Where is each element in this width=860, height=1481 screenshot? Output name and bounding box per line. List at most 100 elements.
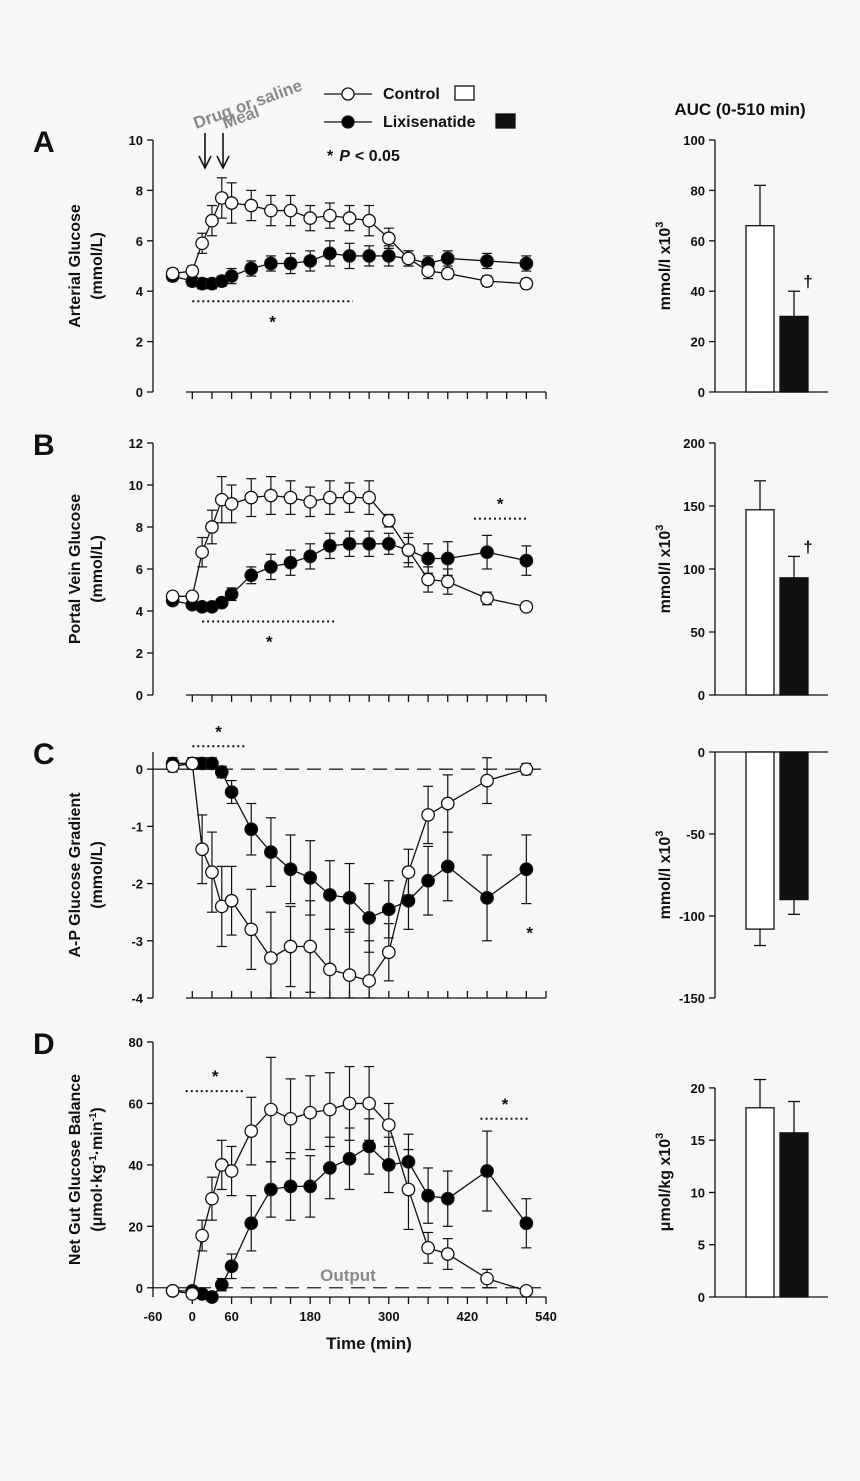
unit-part: ) [89, 1107, 106, 1112]
data-point [283, 939, 298, 954]
data-point [283, 256, 298, 271]
significance-star: * [215, 722, 222, 741]
auc-bar-lixisenatide [779, 315, 809, 393]
data-point [322, 539, 337, 553]
data-point [303, 939, 318, 954]
data-point [342, 891, 357, 905]
unit-part: ·min [89, 1121, 106, 1155]
data-point [421, 1188, 435, 1203]
auc-unit-exponent: 3 [654, 525, 666, 531]
y-tick-label: 4 [136, 284, 144, 299]
y-axis-title-unit: (μmol·kg [89, 1164, 106, 1232]
data-point [264, 951, 278, 965]
data-point [165, 589, 180, 604]
data-point [224, 269, 239, 283]
data-point [480, 773, 494, 788]
data-point [440, 251, 455, 266]
auc-y-tick-label: 20 [691, 335, 705, 350]
data-point [224, 1259, 239, 1274]
data-point [440, 574, 455, 589]
data-point [214, 595, 229, 610]
data-point [480, 254, 494, 268]
y-tick-label: 0 [136, 688, 143, 703]
drug-arrow-icon [198, 133, 212, 170]
auc-unit-exponent: 3 [654, 1133, 666, 1139]
data-point [440, 859, 455, 874]
data-point [322, 888, 337, 902]
data-point [283, 490, 298, 505]
panel-label: C [33, 738, 55, 771]
series-control [165, 1056, 534, 1301]
y-tick-label: -1 [131, 819, 143, 834]
x-tick-label: 180 [299, 1309, 321, 1324]
data-point [244, 568, 259, 583]
data-point [421, 873, 435, 888]
auc-unit: mmol/l x10 [657, 837, 674, 920]
panel-label: D [33, 1028, 55, 1061]
series-lixisenatide [165, 530, 534, 614]
auc-panel: 0 5 10 15 20 μmol/kg x103 [654, 1078, 828, 1305]
data-point [283, 203, 298, 218]
data-point [244, 922, 259, 937]
data-point [322, 490, 337, 505]
auc-bar-lixisenatide [779, 751, 809, 901]
data-point [264, 203, 278, 218]
y-tick-label: 8 [136, 520, 143, 535]
series-control [165, 756, 534, 999]
data-point [440, 266, 455, 281]
auc-y-tick-label: 60 [691, 234, 705, 249]
auc-bar-control [745, 225, 775, 393]
data-point [519, 276, 534, 291]
data-point [381, 945, 396, 960]
significance-star: * [266, 633, 273, 652]
data-point [342, 490, 357, 505]
data-point [303, 549, 318, 564]
data-point [283, 862, 298, 877]
data-point [205, 865, 219, 879]
y-tick-label: 6 [136, 234, 143, 249]
data-point [322, 246, 337, 261]
data-point [205, 1191, 219, 1206]
y-tick-label: 80 [129, 1035, 143, 1050]
auc-y-tick-label: -50 [686, 827, 705, 842]
y-tick-label: 0 [136, 1281, 143, 1296]
data-point [165, 759, 180, 774]
legend-control-label: Control [383, 86, 440, 103]
data-point [283, 1111, 298, 1126]
data-point [342, 968, 357, 982]
y-axis-title-unit: (mmol/L) [89, 232, 106, 300]
data-point [480, 891, 494, 905]
auc-unit: mmol/l x10 [657, 531, 674, 614]
auc-y-tick-label: 100 [683, 133, 705, 148]
data-point [381, 902, 396, 917]
data-point [480, 545, 494, 560]
data-point [381, 513, 396, 528]
data-point [214, 1158, 229, 1172]
data-point [244, 490, 259, 505]
y-axis-title-unit: (mmol/L) [89, 535, 106, 603]
y-tick-label: 8 [136, 183, 143, 198]
y-tick-label: 40 [129, 1158, 143, 1173]
auc-bar-control [745, 1107, 775, 1298]
data-point [224, 785, 239, 799]
data-point [264, 488, 278, 503]
data-point [519, 862, 534, 877]
y-axis-title-unit: (mmol/L) [89, 841, 106, 909]
data-point [244, 1124, 259, 1138]
data-point [195, 842, 209, 857]
data-point [421, 572, 435, 587]
panel-b: B Portal Vein Glucose (mmol/L) 0 2 4 6 8 10 12 * * 0… [33, 429, 828, 703]
data-point [421, 551, 435, 566]
auc-y-tick-label: 0 [698, 385, 705, 400]
series-lixisenatide [165, 240, 534, 291]
data-point [205, 213, 219, 228]
data-point [322, 208, 337, 223]
legend-control-bar-swatch [454, 85, 475, 101]
data-point [283, 555, 298, 570]
auc-bar-lixisenatide [779, 1132, 809, 1298]
x-tick-label: 420 [457, 1309, 479, 1324]
data-point [440, 796, 455, 811]
auc-y-axis-title: μmol/kg x103 [654, 1133, 674, 1232]
data-point [381, 1158, 396, 1172]
